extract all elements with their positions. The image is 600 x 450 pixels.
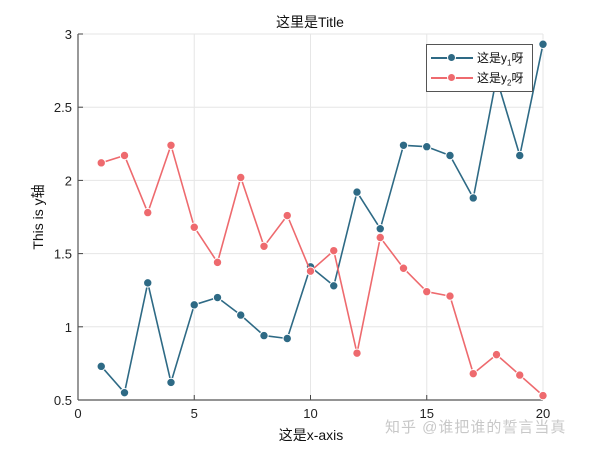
data-point (166, 377, 176, 388)
data-point (468, 193, 478, 203)
data-point (422, 142, 432, 152)
data-point (166, 140, 176, 150)
data-point (282, 333, 292, 344)
x-tick-label: 10 (303, 406, 317, 421)
data-point (119, 150, 130, 161)
legend-label-y1: 这是y1呀 (477, 50, 524, 68)
data-point (515, 150, 525, 161)
data-point (515, 370, 525, 380)
data-point (398, 263, 409, 273)
data-point (212, 292, 223, 303)
y-tick-label: 3 (65, 27, 72, 42)
data-point (189, 300, 199, 310)
data-point (236, 172, 246, 183)
data-point (305, 266, 316, 276)
data-point (398, 140, 409, 150)
y-tick-label: 2.5 (54, 100, 72, 115)
data-point (96, 361, 106, 372)
data-point (445, 150, 455, 161)
data-point (259, 330, 269, 341)
y-axis-label: This is y轴 (30, 184, 46, 250)
y-tick-label: 2 (65, 173, 72, 188)
data-point (143, 278, 153, 288)
axes: 0 5 10 15 20 0.5 1 1.5 2 2.5 3 (54, 27, 550, 421)
x-tick-label: 5 (191, 406, 198, 421)
chart-title: 这里是Title (276, 14, 344, 30)
legend: 这是y1呀 这是y2呀 (426, 44, 533, 92)
series-line (100, 44, 544, 394)
y-tick-label: 1.5 (54, 247, 72, 262)
data-point (259, 241, 269, 251)
x-axis-label: 这是x-axis (278, 427, 344, 443)
data-point (143, 207, 153, 218)
y-tick-label: 1 (65, 320, 72, 335)
y-tick-label: 0.5 (54, 393, 72, 408)
legend-label-y2: 这是y2呀 (477, 70, 524, 88)
data-point (96, 158, 106, 168)
legend-item-y1: 这是y1呀 (431, 48, 523, 68)
data-point (189, 222, 199, 232)
x-tick-label: 0 (74, 406, 81, 421)
data-point (375, 232, 385, 243)
data-point (236, 310, 246, 320)
data-point (468, 368, 478, 379)
series-line (101, 144, 544, 397)
x-tick-label: 20 (536, 406, 550, 421)
legend-line-marker-icon (431, 73, 473, 82)
data-point (329, 281, 339, 291)
x-tick-label: 15 (420, 406, 434, 421)
data-point (282, 210, 292, 221)
data-point (119, 387, 130, 398)
data-point (352, 348, 362, 358)
data-point (445, 291, 455, 301)
data-point (352, 187, 362, 197)
legend-item-y2: 这是y2呀 (431, 68, 523, 88)
data-point (491, 349, 502, 360)
data-point (422, 286, 432, 297)
data-point (375, 224, 385, 234)
data-point (538, 39, 548, 49)
data-point (538, 390, 548, 401)
legend-line-marker-icon (431, 53, 473, 62)
data-point (212, 257, 223, 268)
watermark: 知乎 @谁把谁的誓言当真 (385, 419, 567, 436)
data-series (96, 39, 548, 401)
data-point (329, 245, 339, 256)
